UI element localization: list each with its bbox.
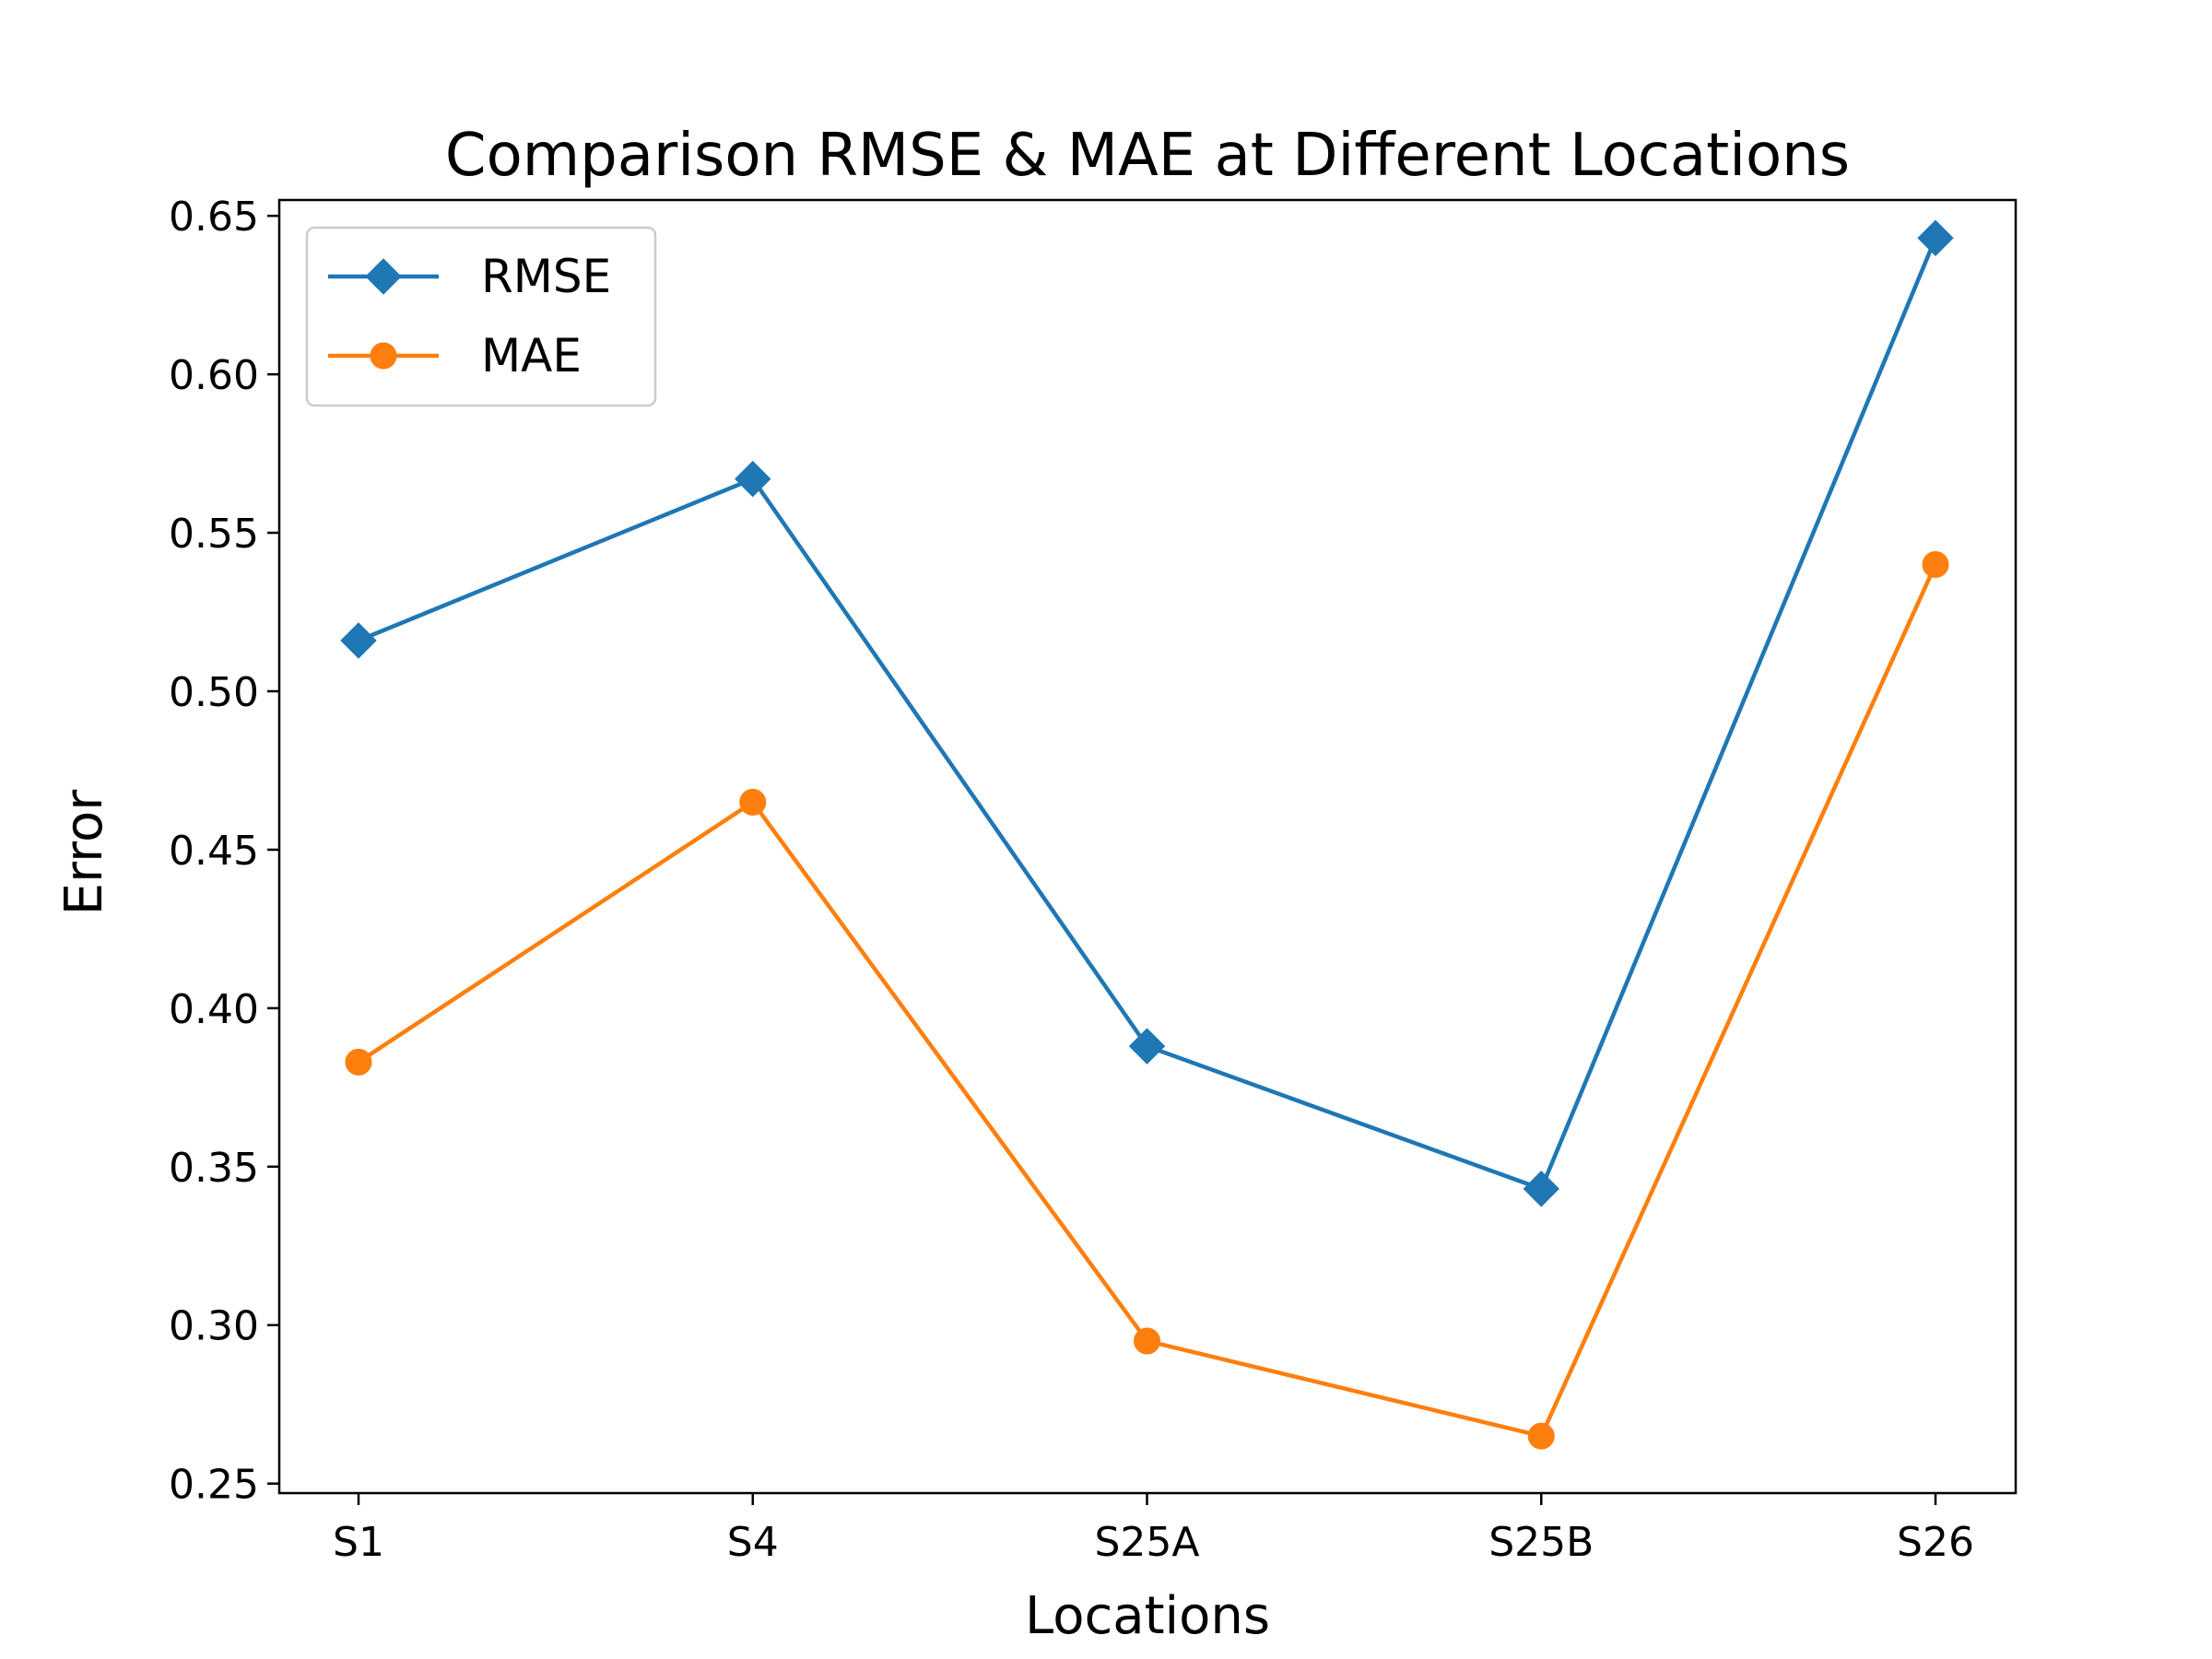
mae-point [1922,550,1949,578]
y-tick-label: 0.65 [169,194,259,241]
x-tick-label: S26 [1897,1519,1974,1566]
mae-point [1527,1422,1555,1450]
y-tick-label: 0.35 [169,1145,259,1192]
legend-item-rmse: RMSE [328,250,611,303]
y-axis-label: Error [54,789,114,915]
mae-point [1134,1327,1160,1355]
x-axis-label: Locations [1025,1586,1270,1646]
y-tick-label: 0.25 [169,1462,259,1509]
rmse-point [340,622,377,659]
series-layer [340,219,1954,1450]
legend-marker [365,258,402,295]
y-tick-label: 0.30 [169,1303,259,1350]
legend-item-mae: MAE [328,329,582,382]
x-tick-label: S25A [1094,1519,1199,1566]
mae-line [357,563,1938,1439]
x-tick-label: S4 [727,1519,779,1566]
x-tick-label: S1 [333,1519,384,1566]
y-tick-label: 0.40 [169,986,259,1033]
rmse-point [1128,1028,1166,1065]
legend-marker [370,342,397,370]
y-tick-label: 0.45 [169,828,259,875]
legend-label: RMSE [481,250,611,303]
plot-frame [277,198,2018,1495]
y-tick-label: 0.50 [169,669,259,716]
mae-point [345,1048,372,1076]
y-tick-label: 0.55 [169,511,259,558]
legend: RMSE MAE [305,226,657,407]
legend-label: MAE [481,329,582,382]
x-tick-label: S25B [1488,1519,1594,1566]
y-tick-label: 0.60 [169,352,259,399]
rmse-point [735,460,771,498]
axis-ticks: 0.25 0.30 0.35 0.40 0.45 0.50 0.55 0.60 0.65 S1 S4… [169,194,1974,1566]
series-mae [345,550,1949,1450]
rmse-point [1917,219,1954,256]
series-rmse [340,219,1954,1207]
mae-point [739,788,767,816]
chart-title: Comparison RMSE & MAE at Different Locat… [445,122,1850,190]
rmse-point [1523,1171,1559,1207]
